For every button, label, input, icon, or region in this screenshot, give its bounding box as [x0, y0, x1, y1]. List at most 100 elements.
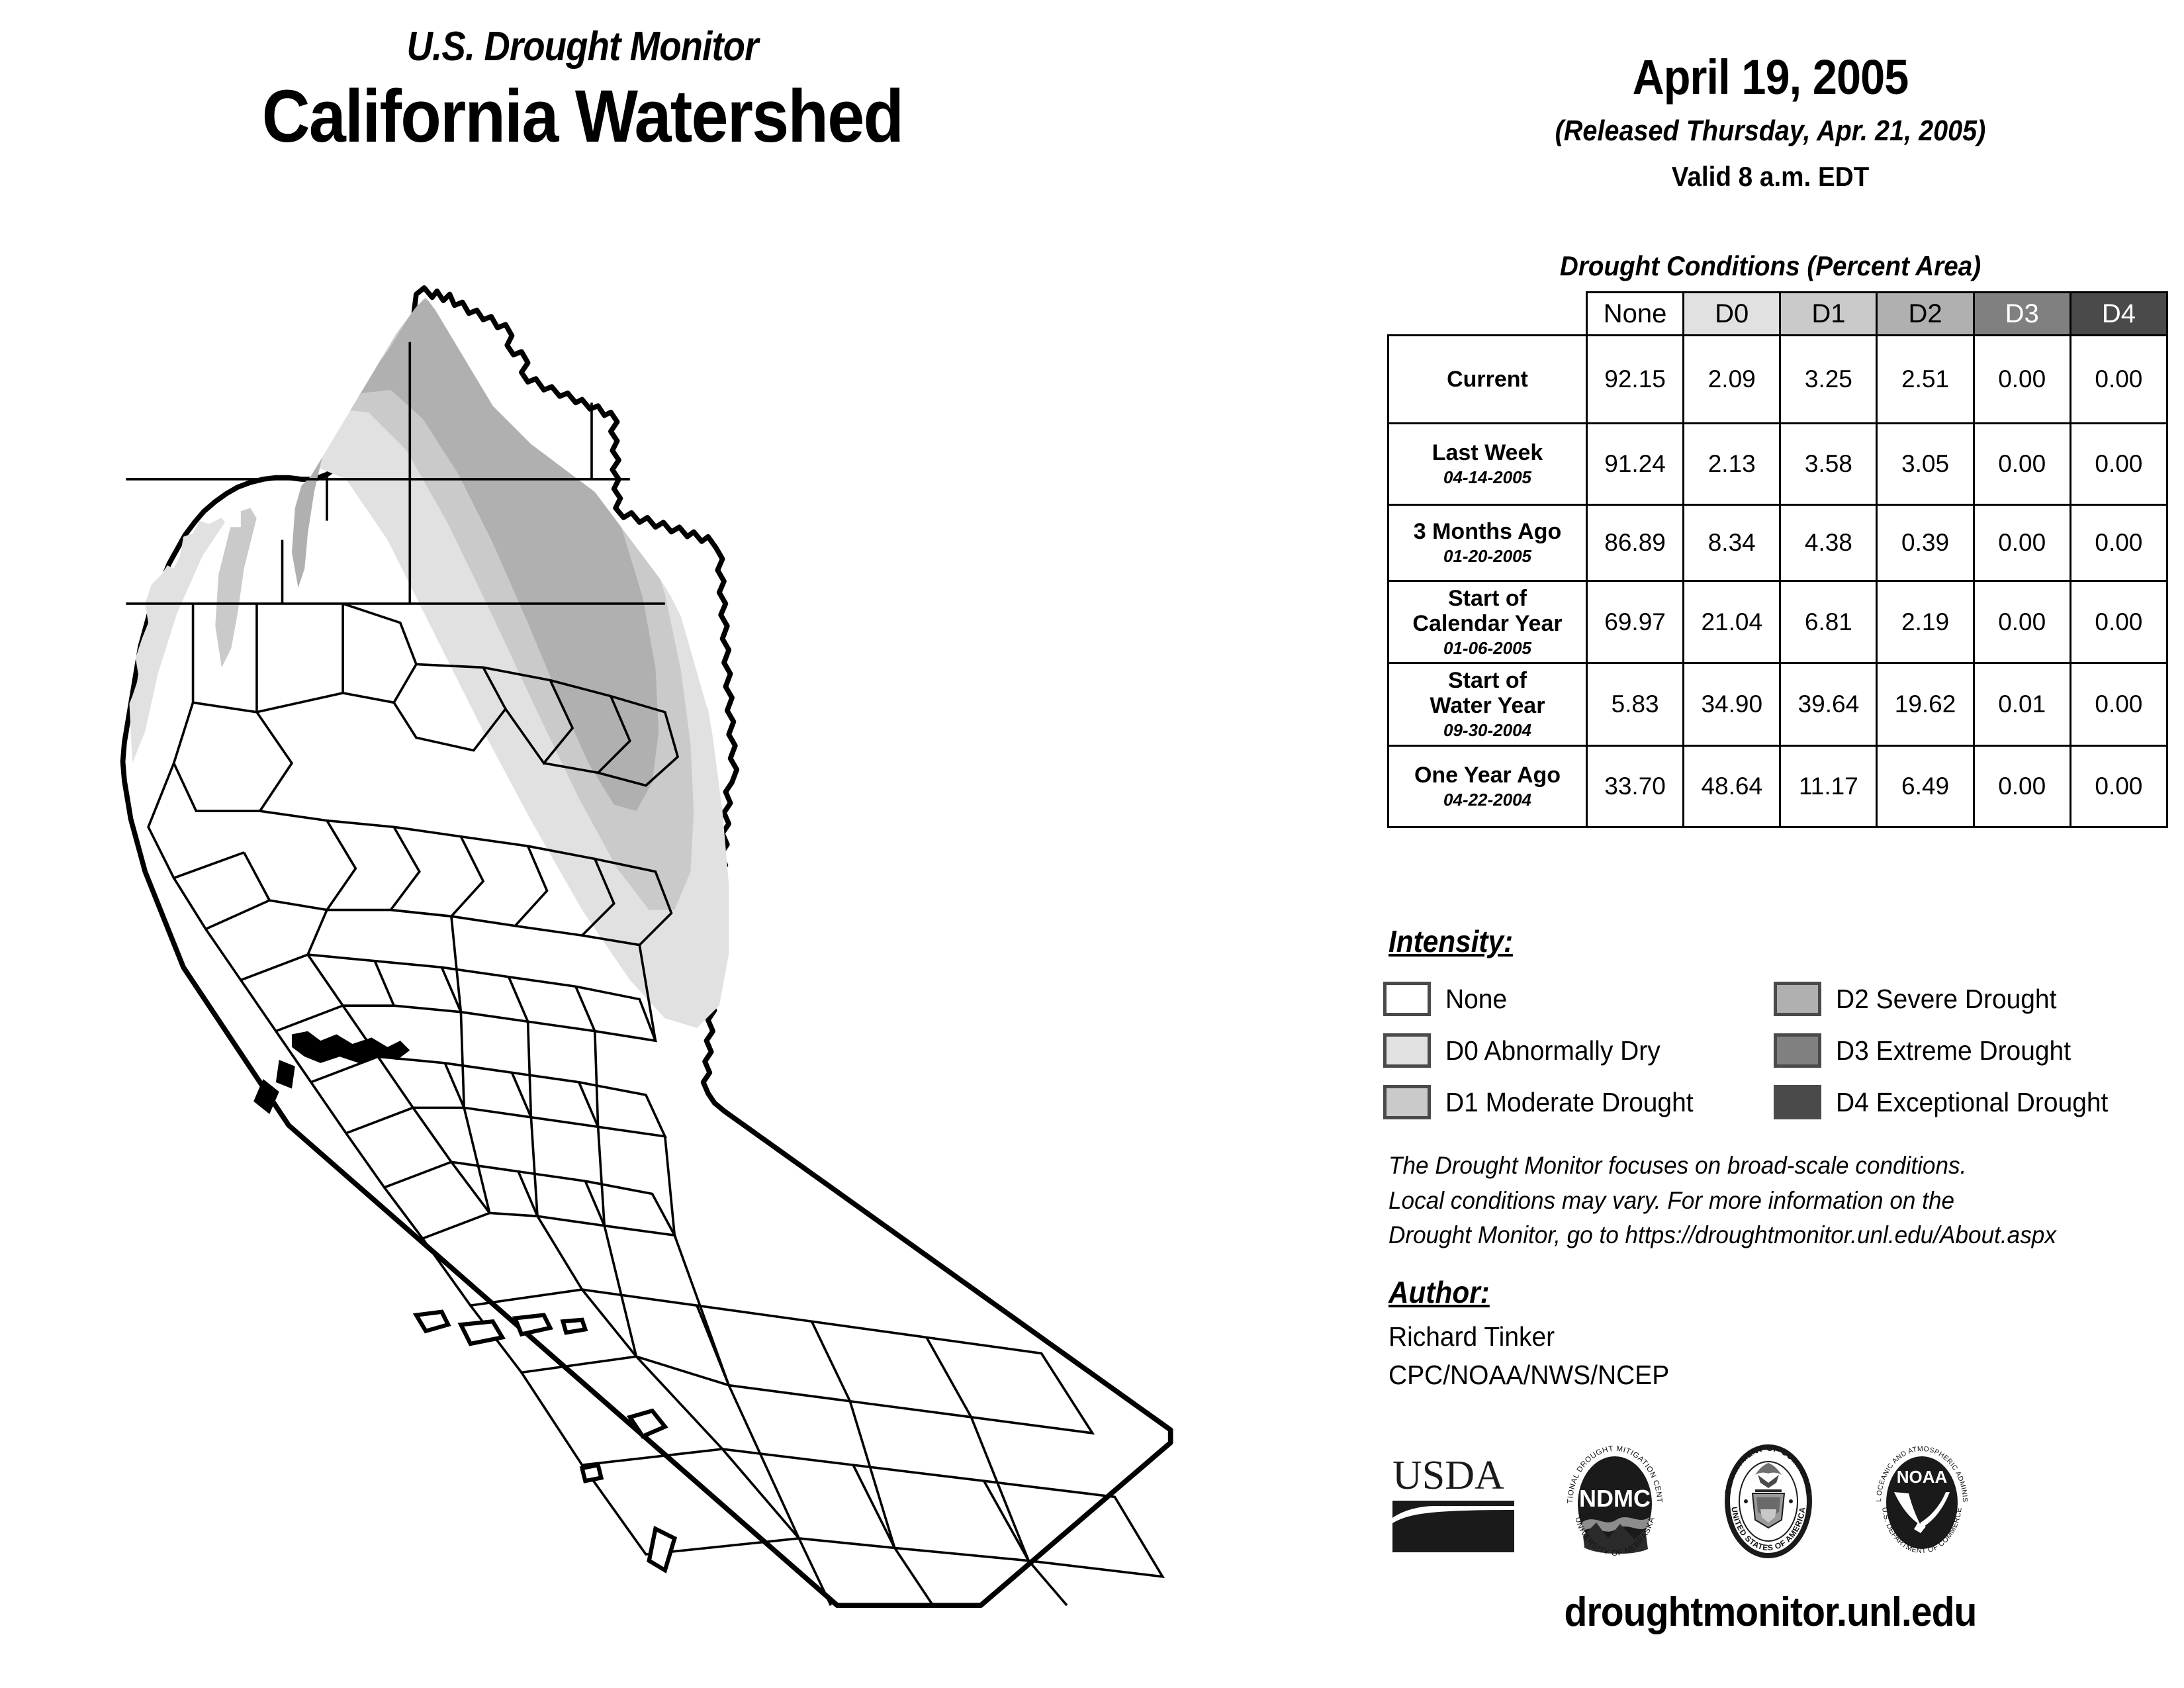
table-caption: Drought Conditions (Percent Area) [1559, 250, 1981, 281]
row-label-date: 04-14-2005 [1443, 467, 1531, 488]
basin-boundaries [126, 342, 1165, 1607]
legend-item-d2: D2 Severe Drought [1774, 973, 2148, 1025]
page-title: California Watershed [261, 75, 904, 158]
cell-cal-none: 69.97 [1585, 579, 1685, 665]
channel-islands [412, 1309, 678, 1573]
map-panel: U.S. Drought Monitor California Watershe… [0, 26, 1224, 1609]
cell-cal-d3: 0.00 [1972, 579, 2071, 665]
row-label-one-year-ago: One Year Ago 04-22-2004 [1387, 744, 1588, 828]
cell-wy-d1: 39.64 [1779, 662, 1878, 747]
row-label-date: 01-06-2005 [1443, 638, 1531, 659]
site-url[interactable]: droughtmonitor.unl.edu [1564, 1589, 1978, 1635]
row-label-3-months-ago: 3 Months Ago 01-20-2005 [1387, 504, 1588, 582]
cell-wy-none: 5.83 [1585, 662, 1685, 747]
table-row: One Year Ago 04-22-2004 33.70 48.64 11.1… [1387, 744, 2169, 828]
row-label-text: Last Week [1432, 440, 1543, 466]
author-block: Richard Tinker CPC/NOAA/NWS/NCEP [1388, 1317, 1669, 1394]
table-row: Last Week 04-14-2005 91.24 2.13 3.58 3.0… [1387, 422, 2169, 506]
column-header-d4: D4 [2069, 291, 2169, 336]
intensity-legend: None D2 Severe Drought D0 Abnormally Dry… [1383, 973, 2177, 1128]
valid-time: Valid 8 a.m. EDT [1671, 161, 1870, 192]
disclaimer-line-2: Local conditions may vary. For more info… [1388, 1186, 1955, 1214]
cell-1yr-none: 33.70 [1585, 744, 1685, 828]
column-header-none: None [1585, 291, 1685, 336]
author-affiliation: CPC/NOAA/NWS/NCEP [1388, 1360, 1670, 1391]
row-label-start-of-calendar-year: Start of Calendar Year 01-06-2005 [1387, 579, 1588, 665]
cell-3mo-d2: 0.39 [1876, 504, 1975, 582]
cell-1yr-d3: 0.00 [1972, 744, 2071, 828]
table-row: Start of Water Year 09-30-2004 5.83 34.90… [1387, 662, 2169, 747]
cell-3mo-d3: 0.00 [1972, 504, 2071, 582]
swatch-d4-icon [1774, 1085, 1821, 1119]
cell-3mo-none: 86.89 [1585, 504, 1685, 582]
legend-label-d4: D4 Exceptional Drought [1836, 1086, 2109, 1117]
cell-1yr-d0: 48.64 [1682, 744, 1782, 828]
legend-label-d3: D3 Extreme Drought [1836, 1035, 2071, 1066]
row-label-text: Start of Calendar Year [1412, 586, 1563, 637]
drought-map[interactable] [99, 285, 1224, 1609]
legend-item-d0: D0 Abnormally Dry [1383, 1025, 1758, 1076]
cell-wy-d0: 34.90 [1682, 662, 1782, 747]
disclaimer-line-1: The Drought Monitor focuses on broad-sca… [1388, 1152, 1967, 1179]
legend-item-none: None [1383, 973, 1758, 1025]
cell-lastweek-d4: 0.00 [2069, 422, 2169, 506]
release-date: (Released Thursday, Apr. 21, 2005) [1555, 115, 1986, 147]
svg-text:USDA: USDA [1392, 1453, 1504, 1498]
column-header-d0: D0 [1682, 291, 1782, 336]
cell-cal-d0: 21.04 [1682, 579, 1782, 665]
issue-date: April 19, 2005 [1632, 50, 1909, 105]
intensity-heading: Intensity: [1388, 924, 1514, 959]
table-row: 3 Months Ago 01-20-2005 86.89 8.34 4.38 … [1387, 504, 2169, 582]
legend-label-d0: D0 Abnormally Dry [1445, 1035, 1661, 1066]
cell-lastweek-d1: 3.58 [1779, 422, 1878, 506]
disclaimer-line-3: Drought Monitor, go to https://droughtmo… [1388, 1221, 2056, 1249]
cell-lastweek-none: 91.24 [1585, 422, 1685, 506]
legend-item-d4: D4 Exceptional Drought [1774, 1076, 2148, 1128]
cell-3mo-d1: 4.38 [1779, 504, 1878, 582]
column-header-d2: D2 [1876, 291, 1975, 336]
swatch-none-icon [1383, 982, 1431, 1016]
author-name: Richard Tinker [1388, 1321, 1555, 1352]
noaa-logo: NOAA NATIONAL OCEANIC AND ATMOSPHERIC AD… [1860, 1429, 1981, 1571]
legend-item-d1: D1 Moderate Drought [1383, 1076, 1758, 1128]
row-label-current: Current [1387, 334, 1588, 424]
cell-lastweek-d3: 0.00 [1972, 422, 2071, 506]
doc-seal: DEPARTMENT OF COMMERCE UNITED STATES OF … [1709, 1435, 1828, 1571]
row-label-last-week: Last Week 04-14-2005 [1387, 422, 1588, 506]
cell-cal-d2: 2.19 [1876, 579, 1975, 665]
map-svg [120, 285, 1173, 1609]
row-label-date: 09-30-2004 [1443, 720, 1531, 741]
cell-wy-d4: 0.00 [2069, 662, 2169, 747]
cell-1yr-d2: 6.49 [1876, 744, 1975, 828]
cell-3mo-d4: 0.00 [2069, 504, 2169, 582]
svg-text:NDMC: NDMC [1579, 1485, 1651, 1512]
date-block: April 19, 2005 (Released Thursday, Apr. … [1357, 53, 2184, 191]
swatch-d3-icon [1774, 1033, 1821, 1068]
cell-wy-d3: 0.01 [1972, 662, 2071, 747]
table-row: Start of Calendar Year 01-06-2005 69.97 2… [1387, 579, 2169, 665]
table-header-row: None D0 D1 D2 D3 D4 [1388, 291, 2169, 336]
cell-lastweek-d0: 2.13 [1682, 422, 1782, 506]
legend-label-d1: D1 Moderate Drought [1445, 1086, 1694, 1117]
row-label-start-of-water-year: Start of Water Year 09-30-2004 [1387, 662, 1588, 747]
author-heading: Author: [1388, 1275, 1490, 1309]
cell-cal-d4: 0.00 [2069, 579, 2169, 665]
cell-wy-d2: 19.62 [1876, 662, 1975, 747]
cell-lastweek-d2: 3.05 [1876, 422, 1975, 506]
cell-current-d2: 2.51 [1876, 334, 1975, 424]
cell-3mo-d0: 8.34 [1682, 504, 1782, 582]
cell-current-d3: 0.00 [1972, 334, 2071, 424]
legend-label-d2: D2 Severe Drought [1836, 983, 2057, 1014]
legend-item-d3: D3 Extreme Drought [1774, 1025, 2148, 1076]
product-name: U.S. Drought Monitor [406, 24, 759, 70]
title-block: U.S. Drought Monitor California Watershe… [0, 26, 1165, 157]
row-label-text: 3 Months Ago [1413, 519, 1562, 545]
legend-label-none: None [1445, 983, 1508, 1014]
row-label-date: 01-20-2005 [1443, 546, 1531, 567]
ndmc-logo: NDMC NATIONAL DROUGHT MITIGATION CENTER … [1553, 1429, 1674, 1571]
disclaimer: The Drought Monitor focuses on broad-sca… [1388, 1149, 2130, 1253]
row-label-text: Start of Water Year [1430, 668, 1545, 719]
row-label-date: 04-22-2004 [1443, 790, 1531, 810]
svg-text:NOAA: NOAA [1897, 1467, 1948, 1487]
info-panel: April 19, 2005 (Released Thursday, Apr. … [1357, 0, 2184, 1688]
